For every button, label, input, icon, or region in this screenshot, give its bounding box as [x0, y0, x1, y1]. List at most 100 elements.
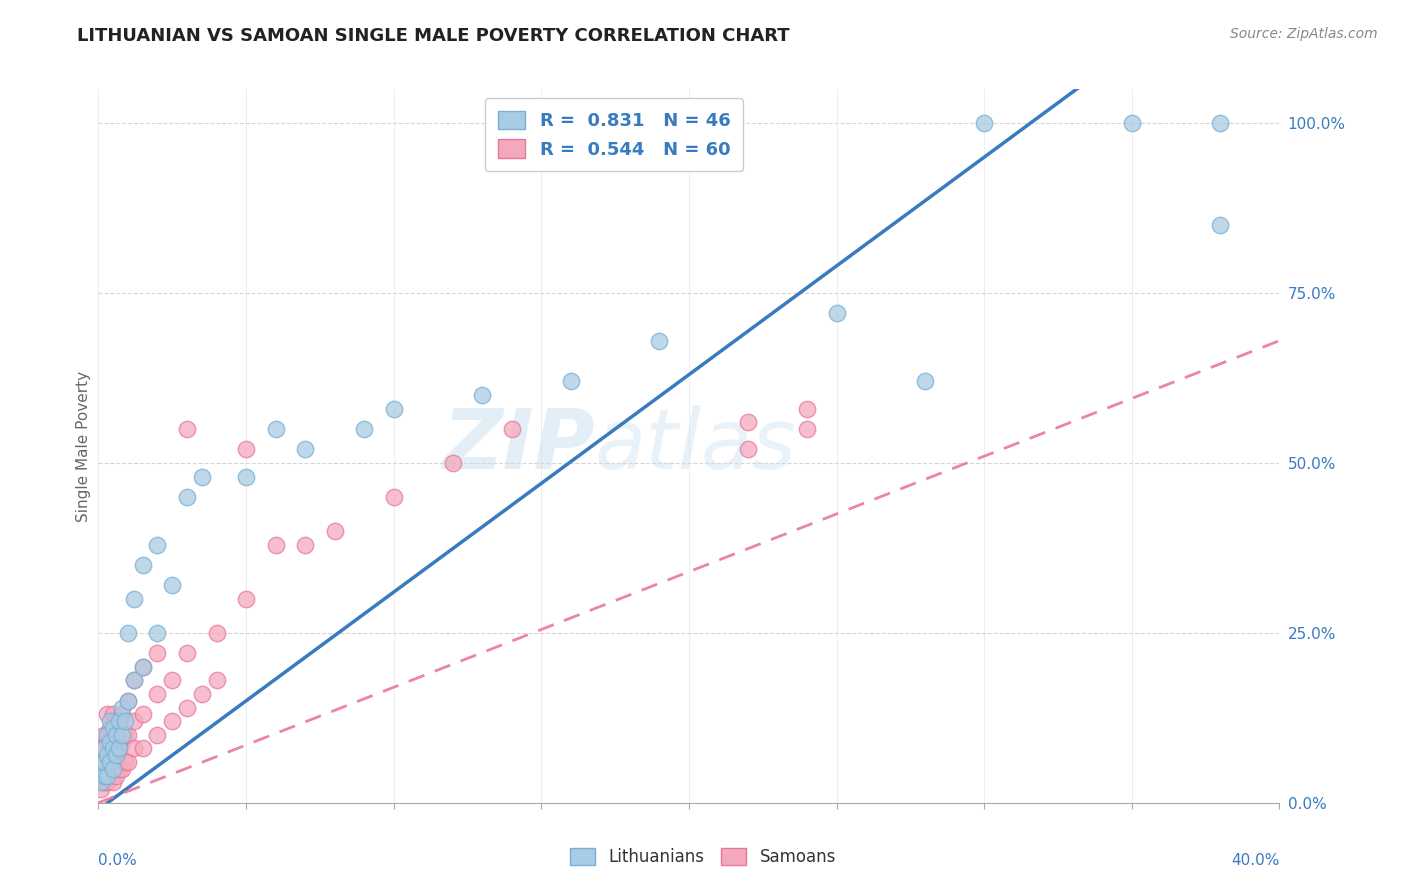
- Point: [146, 537, 169, 551]
- Point: [973, 116, 995, 130]
- Point: [105, 748, 128, 763]
- Point: [96, 734, 118, 748]
- Point: [93, 775, 115, 789]
- Text: 0.0%: 0.0%: [98, 853, 138, 868]
- Point: [114, 755, 136, 769]
- Point: [122, 673, 145, 688]
- Text: 40.0%: 40.0%: [1232, 853, 1279, 868]
- Point: [560, 375, 582, 389]
- Point: [117, 728, 139, 742]
- Point: [235, 442, 257, 457]
- Point: [108, 741, 131, 756]
- Point: [441, 456, 464, 470]
- Point: [93, 755, 115, 769]
- Point: [1209, 116, 1232, 130]
- Point: [796, 422, 818, 436]
- Point: [117, 755, 139, 769]
- Point: [90, 762, 112, 776]
- Point: [103, 755, 125, 769]
- Point: [98, 734, 121, 748]
- Point: [146, 626, 169, 640]
- Point: [796, 401, 818, 416]
- Point: [146, 687, 169, 701]
- Point: [382, 401, 405, 416]
- Point: [162, 714, 183, 729]
- Point: [93, 728, 115, 742]
- Point: [103, 721, 125, 735]
- Point: [103, 762, 125, 776]
- Point: [648, 334, 671, 348]
- Point: [98, 769, 121, 783]
- Point: [111, 734, 134, 748]
- Point: [93, 769, 115, 783]
- Point: [103, 741, 125, 756]
- Point: [264, 537, 287, 551]
- Point: [90, 775, 112, 789]
- Point: [737, 415, 759, 429]
- Point: [205, 626, 228, 640]
- Point: [122, 591, 145, 606]
- Point: [1209, 218, 1232, 232]
- Point: [105, 714, 128, 729]
- Point: [132, 558, 155, 572]
- Point: [98, 755, 121, 769]
- Point: [90, 782, 112, 797]
- Point: [471, 388, 494, 402]
- Point: [105, 728, 128, 742]
- Point: [111, 700, 134, 714]
- Point: [98, 748, 121, 763]
- Point: [264, 422, 287, 436]
- Point: [117, 626, 139, 640]
- Y-axis label: Single Male Poverty: Single Male Poverty: [76, 370, 91, 522]
- Point: [111, 707, 134, 722]
- Text: Source: ZipAtlas.com: Source: ZipAtlas.com: [1230, 27, 1378, 41]
- Point: [90, 741, 112, 756]
- Point: [176, 490, 198, 504]
- Point: [176, 422, 198, 436]
- Point: [96, 728, 118, 742]
- Point: [122, 741, 145, 756]
- Point: [132, 741, 155, 756]
- Point: [501, 422, 523, 436]
- Point: [108, 741, 131, 756]
- Point: [737, 442, 759, 457]
- Point: [98, 721, 121, 735]
- Point: [96, 707, 118, 722]
- Point: [146, 728, 169, 742]
- Text: LITHUANIAN VS SAMOAN SINGLE MALE POVERTY CORRELATION CHART: LITHUANIAN VS SAMOAN SINGLE MALE POVERTY…: [77, 27, 790, 45]
- Point: [96, 748, 118, 763]
- Point: [353, 422, 375, 436]
- Point: [114, 714, 136, 729]
- Point: [108, 762, 131, 776]
- Point: [105, 769, 128, 783]
- Point: [93, 755, 115, 769]
- Point: [96, 775, 118, 789]
- Point: [103, 707, 125, 722]
- Point: [132, 660, 155, 674]
- Point: [103, 734, 125, 748]
- Point: [98, 714, 121, 729]
- Point: [111, 728, 134, 742]
- Point: [103, 775, 125, 789]
- Point: [96, 769, 118, 783]
- Point: [162, 578, 183, 592]
- Point: [117, 694, 139, 708]
- Point: [914, 375, 936, 389]
- Point: [235, 469, 257, 483]
- Point: [90, 762, 112, 776]
- Point: [825, 306, 848, 320]
- Point: [111, 762, 134, 776]
- Point: [176, 700, 198, 714]
- Point: [108, 714, 131, 729]
- Point: [96, 755, 118, 769]
- Point: [132, 707, 155, 722]
- Point: [132, 660, 155, 674]
- Point: [122, 673, 145, 688]
- Point: [114, 728, 136, 742]
- Point: [122, 714, 145, 729]
- Point: [1121, 116, 1143, 130]
- Point: [294, 537, 316, 551]
- Legend: Lithuanians, Samoans: Lithuanians, Samoans: [562, 840, 844, 875]
- Point: [105, 741, 128, 756]
- Text: atlas: atlas: [595, 406, 796, 486]
